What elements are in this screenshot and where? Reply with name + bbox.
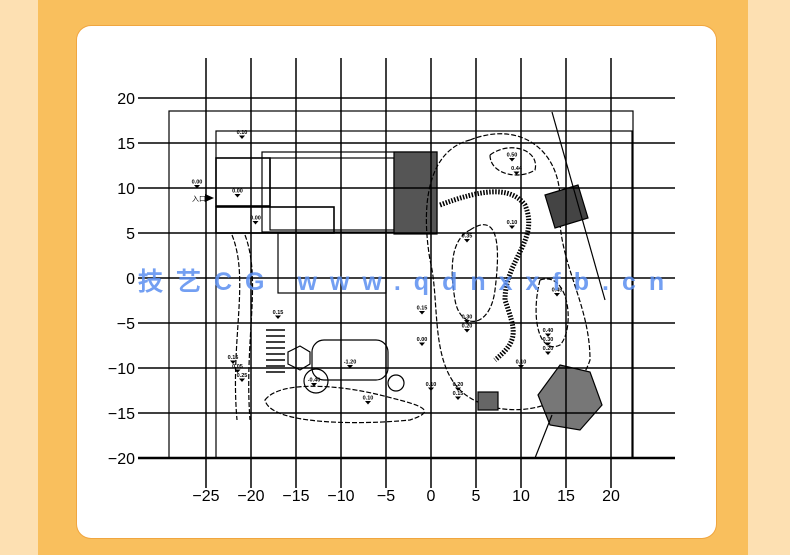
elevation-marker-icon <box>311 383 317 387</box>
contour-line <box>425 133 591 411</box>
elevation-marker-icon <box>419 311 425 315</box>
coordinate-grid <box>138 58 675 488</box>
x-tick-label: −25 <box>192 488 219 505</box>
elevation-marker-icon <box>455 396 461 400</box>
y-tick-labels: 20 15 10 5 0 −5 −10 −15 −20 <box>108 91 135 468</box>
elevation-label: 0.20 <box>462 324 473 330</box>
x-tick-label: 20 <box>602 488 620 505</box>
elevation-marker-icon <box>545 333 551 337</box>
elevation-label: 0.15 <box>273 310 284 316</box>
contour-line <box>535 278 569 348</box>
y-tick-label: 10 <box>117 181 135 198</box>
elevation-marker-icon <box>509 158 515 162</box>
elevation-label: 0.30 <box>462 315 473 321</box>
elevation-label: 0.45 <box>552 288 563 294</box>
y-tick-label: −20 <box>108 451 135 468</box>
elevation-label: 0.15 <box>417 306 428 312</box>
elevation-label: 0.10 <box>507 220 518 226</box>
elevation-marker-icon <box>239 135 245 139</box>
watermark: 技艺CG www.qdnxxfb.cn <box>138 268 678 296</box>
elevation-marker-icon <box>194 185 200 189</box>
elevation-label: 0.15 <box>228 355 239 361</box>
y-tick-label: 15 <box>117 136 135 153</box>
elevation-marker-icon <box>464 320 470 324</box>
stairs-steps <box>266 329 285 373</box>
elevation-label: 0.00 <box>192 180 203 186</box>
elevation-marker-icon <box>275 315 281 319</box>
elevation-marker-icon <box>464 329 470 333</box>
contour-line <box>451 224 499 322</box>
fountain-circle <box>387 374 405 392</box>
elevation-label: 0.20 <box>453 382 464 388</box>
elevation-label: 0.40 <box>543 328 554 334</box>
x-tick-label: 0 <box>427 488 436 505</box>
pond-circle <box>303 368 329 394</box>
elevation-label: 0.05 <box>232 364 243 370</box>
elevation-marker-icon <box>234 369 241 373</box>
elevation-marker-icon <box>455 387 461 391</box>
y-tick-label: −10 <box>108 361 135 378</box>
small-deck <box>477 391 499 411</box>
entrance-arrow-icon <box>205 194 214 202</box>
pool <box>311 339 389 381</box>
elevation-label: -0.40 <box>308 378 321 384</box>
elevation-label: 0.50 <box>507 153 518 159</box>
paved-strip <box>215 206 335 234</box>
elevation-marker-icon <box>545 351 551 355</box>
elevation-label: 0.10 <box>363 396 374 402</box>
elevation-label: 0.00 <box>250 216 261 222</box>
elevation-label: 0.00 <box>232 189 243 195</box>
elevation-marker-icon <box>252 221 259 225</box>
x-tick-label: −5 <box>377 488 395 505</box>
elevation-marker-icon <box>230 360 236 364</box>
y-tick-label: 0 <box>126 271 135 288</box>
elevation-marker-icon <box>554 293 560 297</box>
elevation-marker-icon <box>513 171 520 175</box>
elevation-label: 0.15 <box>453 391 464 397</box>
elevation-marker-icon <box>545 342 551 346</box>
elevation-marker-icon <box>509 225 515 229</box>
y-tick-label: −15 <box>108 406 135 423</box>
x-tick-label: 5 <box>472 488 481 505</box>
x-tick-label: −15 <box>282 488 309 505</box>
building-inner <box>269 157 395 231</box>
elevation-label: 0.44 <box>511 166 523 172</box>
elevation-marker-icon <box>464 239 470 243</box>
elevation-marker-icon <box>239 378 245 382</box>
contour-line <box>231 234 241 421</box>
elevation-label: 0.10 <box>237 130 248 136</box>
timber-deck <box>393 151 438 235</box>
entrance-label: 入口 <box>192 195 206 203</box>
elevation-label: 0.30 <box>543 337 554 343</box>
y-tick-label: 20 <box>117 91 135 108</box>
elevation-markers: 0.10 0.00 0.00 0.00 0.50 0.44 0.10 0.35 0.45 0.30… <box>192 130 563 405</box>
hexagon-pavilion <box>537 364 603 431</box>
x-tick-label: 10 <box>512 488 530 505</box>
elevation-marker-icon <box>365 401 371 405</box>
elevation-label: 0.35 <box>462 234 473 240</box>
winding-path <box>439 189 532 362</box>
y-tick-label: −5 <box>117 316 135 333</box>
brick-paving <box>215 157 271 207</box>
elevation-marker-icon <box>419 342 425 346</box>
elevation-label: 0.20 <box>543 346 554 352</box>
small-pavilion <box>287 345 311 371</box>
x-tick-label: −10 <box>327 488 354 505</box>
x-tick-label: −20 <box>237 488 264 505</box>
contour-line <box>489 147 537 176</box>
elevation-marker-icon <box>234 194 241 198</box>
y-tick-label: 5 <box>126 226 135 243</box>
elevation-marker-icon <box>347 365 353 369</box>
contour-line <box>264 385 425 424</box>
x-tick-labels: −25 −20 −15 −10 −5 0 5 10 15 20 <box>192 488 620 505</box>
elevation-label: -1.20 <box>344 360 357 366</box>
diagonal-boundary <box>534 414 553 459</box>
elevation-label: 0.25 <box>237 373 248 379</box>
elevation-label: 0.00 <box>417 337 428 343</box>
x-tick-label: 15 <box>557 488 575 505</box>
